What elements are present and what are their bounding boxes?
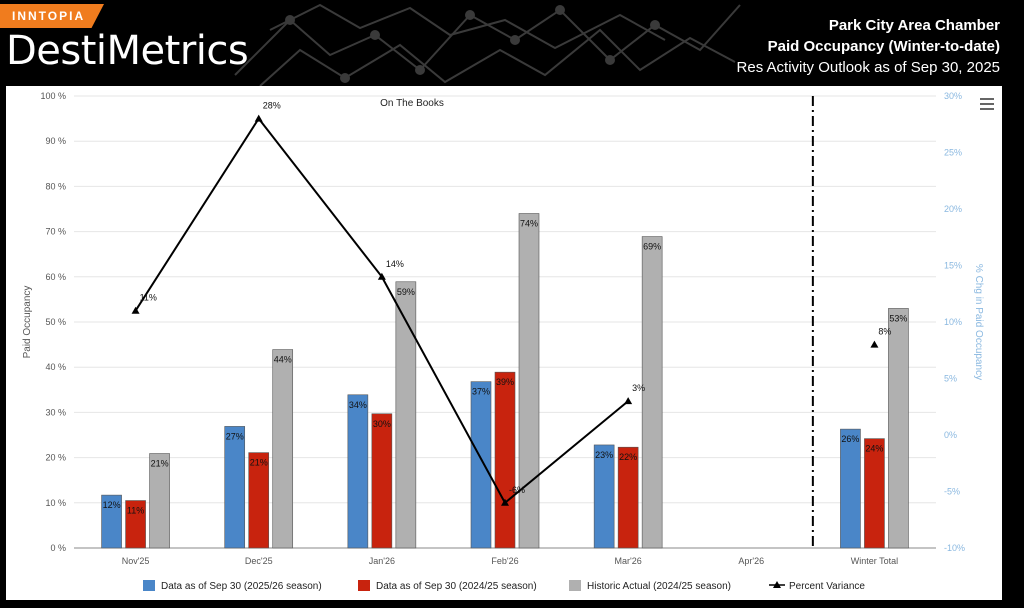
legend-swatch — [143, 580, 155, 591]
bar-data-label: 34% — [349, 400, 367, 410]
bar-3 — [395, 281, 417, 549]
bar-1 — [101, 494, 122, 549]
bar-3 — [149, 453, 170, 549]
chart-panel: 0 % 10 % 20 % 30 % 40 % 50 % 60 % 70 % 80 % 90 % 1… — [6, 86, 1002, 600]
bar-data-label: 26% — [841, 434, 859, 444]
bar-1 — [593, 444, 615, 549]
report-titles: Park City Area Chamber Paid Occupancy (W… — [737, 15, 1000, 78]
variance-data-label: -6% — [509, 485, 525, 495]
bar-data-label: 22% — [619, 452, 637, 462]
bar-data-label: 27% — [226, 431, 244, 441]
chart-title: On The Books — [380, 98, 444, 109]
destimetrics-logo: DestiMetrics — [6, 28, 249, 74]
bar-data-label: 12% — [103, 500, 121, 510]
bar-data-label: 11% — [127, 506, 144, 516]
variance-marker — [624, 397, 633, 405]
legend-swatch — [569, 580, 581, 591]
variance-marker — [377, 272, 386, 280]
y2-tick-label: 5% — [944, 374, 957, 384]
y2-tick-label: -10% — [944, 543, 965, 553]
legend-swatch — [358, 580, 370, 591]
variance-marker — [870, 340, 879, 348]
x-tick-label: Nov'25 — [122, 556, 150, 566]
bar-2 — [371, 413, 393, 549]
y2-tick-label: 30% — [944, 91, 962, 101]
x-tick-label: Mar'26 — [615, 556, 642, 566]
variance-data-label: 3% — [632, 383, 645, 393]
variance-line-segment — [134, 118, 260, 312]
x-tick-label: Jan'26 — [369, 556, 395, 566]
bar-data-label: 59% — [397, 287, 415, 297]
variance-marker — [131, 306, 140, 314]
bar-data-label: 74% — [520, 219, 538, 229]
y2-tick-label: 15% — [944, 261, 962, 271]
y-tick-label: 30 % — [45, 407, 66, 417]
bar-3 — [272, 349, 294, 549]
y-tick-label: 40 % — [45, 362, 66, 372]
bar-1 — [224, 426, 246, 549]
bar-data-label: 23% — [595, 450, 613, 460]
variance-data-label: 14% — [386, 259, 404, 269]
bar-2 — [248, 452, 270, 549]
bar-2 — [617, 446, 639, 549]
legend-item-label: Percent Variance — [789, 581, 865, 592]
y2-tick-label: 25% — [944, 148, 962, 158]
bar-data-label: 44% — [274, 355, 292, 365]
variance-marker — [254, 114, 263, 122]
bar-data-label: 39% — [496, 377, 514, 387]
bar-3 — [518, 213, 540, 549]
legend-item-label: Historic Actual (2024/25 season) — [587, 581, 731, 592]
header-background-graphic — [234, 3, 741, 86]
hamburger-menu-icon[interactable] — [980, 98, 994, 113]
title-line-1: Park City Area Chamber — [828, 17, 1000, 34]
bar-3 — [888, 308, 909, 549]
title-line-3: Res Activity Outlook as of Sep 30, 2025 — [736, 59, 1000, 76]
y2-tick-label: 20% — [944, 204, 962, 214]
variance-marker — [501, 498, 509, 506]
bar-data-label: 21% — [151, 459, 169, 469]
header: INNTOPIA DestiMetrics Park City Area Cha… — [0, 0, 1024, 86]
bar-data-label: 69% — [643, 242, 661, 252]
bar-1 — [347, 394, 369, 549]
x-tick-label: Winter Total — [851, 556, 898, 566]
bar-data-label: 37% — [472, 387, 490, 397]
variance-line — [257, 117, 629, 505]
occupancy-chart: 0 % 10 % 20 % 30 % 40 % 50 % 60 % 70 % 80 % 90 % 1… — [22, 91, 984, 592]
y-tick-label: 80 % — [45, 181, 66, 191]
bar-2 — [494, 371, 516, 549]
y-tick-label: 90 % — [45, 136, 66, 146]
bar-1 — [840, 428, 861, 549]
x-tick-label: Apr'26 — [738, 556, 764, 566]
legend-item-label: Data as of Sep 30 (2024/25 season) — [376, 581, 537, 592]
bar-2 — [864, 438, 885, 549]
y-tick-label: 10 % — [45, 498, 66, 508]
y2-tick-label: 10% — [944, 317, 962, 327]
bar-data-label: 30% — [373, 419, 391, 429]
variance-data-label: 8% — [878, 327, 891, 337]
bar-2 — [125, 500, 146, 549]
bar-data-label: 24% — [865, 444, 883, 454]
bar-3 — [641, 236, 663, 549]
legend-item-label: Data as of Sep 30 (2025/26 season) — [161, 581, 322, 592]
y-axis-title: Paid Occupancy — [22, 286, 33, 359]
inntopia-badge: INNTOPIA — [0, 4, 104, 28]
legend-marker — [773, 581, 781, 588]
y-tick-label: 20 % — [45, 453, 66, 463]
y-tick-label: 50 % — [45, 317, 66, 327]
bar-data-label: 21% — [250, 458, 268, 468]
variance-data-label: 11% — [140, 293, 157, 303]
variance-data-label: 28% — [263, 101, 281, 111]
y-tick-label: 0 % — [50, 543, 66, 553]
title-line-2: Paid Occupancy (Winter-to-date) — [767, 38, 1000, 55]
x-tick-label: Dec'25 — [245, 556, 273, 566]
bar-1 — [470, 381, 492, 549]
y2-tick-label: -5% — [944, 487, 960, 497]
y-tick-label: 60 % — [45, 272, 66, 282]
bar-data-label: 53% — [889, 313, 907, 323]
y2-tick-label: 0% — [944, 430, 957, 440]
y-tick-label: 100 % — [40, 91, 66, 101]
x-tick-label: Feb'26 — [491, 556, 518, 566]
y-tick-label: 70 % — [45, 227, 66, 237]
y2-axis-title: % Chg in Paid Occupancy — [973, 264, 984, 380]
